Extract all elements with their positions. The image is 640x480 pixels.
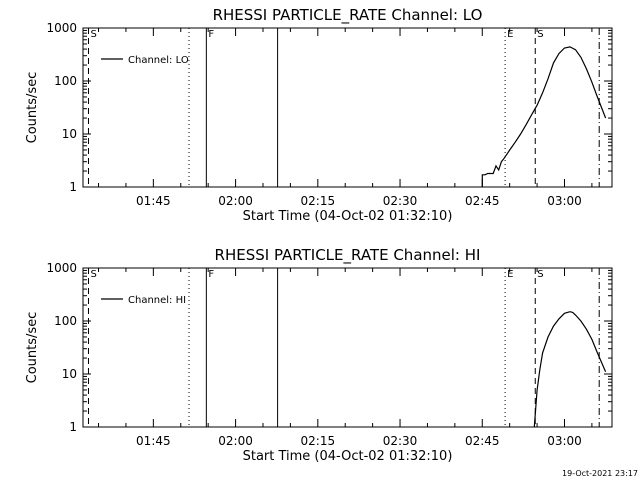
x-tick-label: 02:45 (465, 194, 500, 208)
x-tick-label: 03:00 (547, 194, 582, 208)
series-line (481, 46, 607, 187)
y-axis-label: Counts/sec (25, 72, 40, 144)
x-tick-label: 02:00 (218, 434, 253, 448)
x-tick-label: 02:30 (383, 434, 418, 448)
y-tick-label: 100 (54, 74, 77, 88)
marker-label: S (90, 269, 96, 280)
x-tick-label: 02:30 (383, 194, 418, 208)
marker-label: E (507, 269, 513, 280)
x-tick-label: 02:15 (301, 194, 336, 208)
x-tick-label: 01:45 (136, 194, 171, 208)
x-tick-label: 02:45 (465, 434, 500, 448)
x-axis-label: Start Time (04-Oct-02 01:32:10) (243, 449, 453, 464)
x-tick-label: 02:00 (218, 194, 253, 208)
y-tick-label: 1000 (46, 21, 77, 35)
x-axis-label: Start Time (04-Oct-02 01:32:10) (243, 209, 453, 224)
marker-label: E (507, 29, 513, 40)
y-tick-label: 1000 (46, 261, 77, 275)
marker-label: S (537, 269, 543, 280)
y-tick-label: 100 (54, 314, 77, 328)
plot-frame (82, 267, 613, 428)
panel-2: RHESSI PARTICLE_RATE Channel: HI 1 10 100 10… (25, 246, 613, 464)
y-tick-label: 10 (62, 367, 77, 381)
marker-label: F (208, 269, 214, 280)
x-tick-label: 03:00 (547, 434, 582, 448)
marker-label: F (208, 29, 214, 40)
y-axis-label: Counts/sec (25, 312, 40, 384)
y-tick-label: 10 (62, 127, 77, 141)
x-tick-label: 01:45 (136, 434, 171, 448)
plot-frame (82, 27, 613, 188)
y-tick-label: 1 (69, 180, 77, 194)
marker-label: S (537, 29, 543, 40)
legend-label: Channel: LO (128, 55, 189, 66)
y-tick-label: 1 (69, 420, 77, 434)
timestamp: 19-Oct-2021 23:17 (562, 469, 638, 478)
marker-label: S (90, 29, 96, 40)
panel-1: RHESSI PARTICLE_RATE Channel: LO 1 10 100 10… (25, 6, 613, 224)
chart-title: RHESSI PARTICLE_RATE Channel: HI (215, 246, 481, 265)
legend-label: Channel: HI (128, 295, 186, 306)
chart-title: RHESSI PARTICLE_RATE Channel: LO (213, 6, 483, 25)
x-tick-label: 02:15 (301, 434, 336, 448)
series-line (533, 311, 607, 427)
